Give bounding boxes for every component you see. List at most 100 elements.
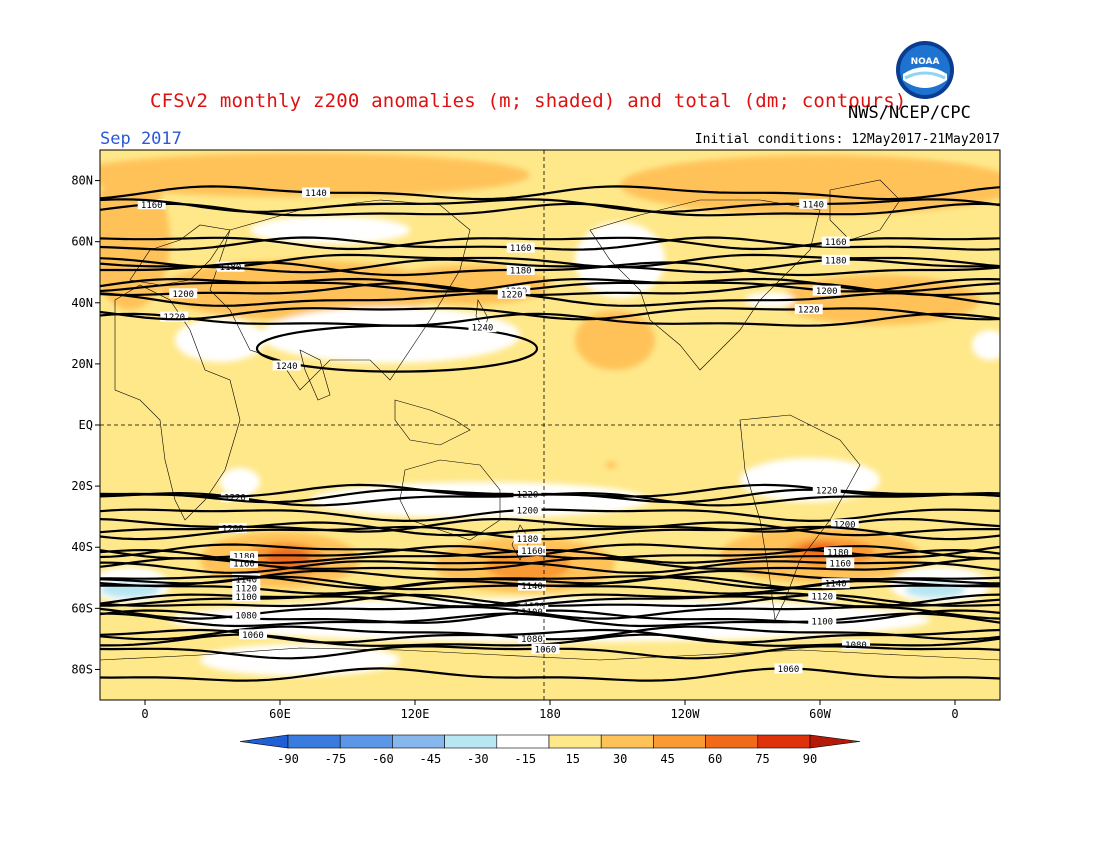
contour-label: 1060 (778, 665, 800, 675)
latitude-axis: 80N 60N 40N 20N EQ 20S 40S 60S 80S (71, 174, 100, 676)
contour-label: 1140 (305, 189, 327, 199)
lon-tick-label: 180 (539, 707, 561, 721)
contour-line (100, 625, 1000, 641)
contour-label: 1060 (242, 631, 264, 641)
contour-label: 1180 (517, 535, 539, 545)
contour-label-bg (506, 265, 535, 276)
contour-label: 1180 (825, 256, 847, 266)
colorbar-label: 45 (660, 752, 674, 766)
contour-label-bg (302, 187, 330, 198)
contour-label: 1200 (172, 290, 194, 300)
colorbar-label: -15 (514, 752, 536, 766)
contour-label-bg (232, 582, 261, 593)
contour-label-bg (239, 629, 267, 640)
contour-label: 1180 (510, 267, 532, 277)
contour-label-bg (232, 609, 261, 620)
colorbar-label: -90 (277, 752, 299, 766)
lon-tick-label: 0 (141, 707, 148, 721)
contour-label-bg (513, 504, 542, 515)
agency-label: NWS/NCEP/CPC (848, 103, 971, 123)
colorbar-label: 15 (566, 752, 580, 766)
lat-tick-label: 60S (71, 601, 93, 615)
contour-label: 1160 (521, 547, 543, 557)
contour-label-bg (218, 522, 247, 533)
contour-line (100, 236, 1000, 251)
contour-line (100, 236, 1000, 251)
colorbar-label: -75 (325, 752, 347, 766)
lon-tick-label: 120W (671, 707, 701, 721)
contour-label: 1100 (811, 617, 833, 627)
contour-line (100, 525, 1000, 541)
colorbar-label: 90 (803, 752, 817, 766)
lon-tick-label: 60E (269, 707, 291, 721)
contour-label-bg (513, 533, 542, 544)
contour-label-bg (230, 557, 258, 568)
contour-label-bg (821, 254, 850, 265)
contour-label-bg (531, 643, 560, 654)
contour-label: 1140 (825, 580, 847, 590)
contour-label: 1200 (517, 506, 539, 516)
contour-line (100, 307, 1000, 321)
contour-label: 1120 (235, 584, 257, 594)
colorbar-label: -45 (420, 752, 442, 766)
contour-label-bg (808, 615, 837, 626)
contour-line (100, 548, 1000, 564)
initial-conditions: Initial conditions: 12May2017-21May2017 (694, 132, 1000, 147)
contour-line (100, 612, 1000, 628)
colorbar-segment (496, 734, 550, 749)
contour-label: 1140 (802, 200, 824, 210)
contour-label: 1240 (276, 362, 298, 372)
contour-label-bg (774, 663, 803, 674)
contour-label-bg (799, 198, 828, 209)
contour-label: 1240 (472, 324, 494, 334)
colorbar-label: -60 (372, 752, 394, 766)
contour-label-bg (812, 484, 841, 495)
colorbar-segment (444, 734, 498, 749)
contour-label-bg (160, 311, 189, 322)
lat-tick-label: 40S (71, 540, 93, 554)
contour-line (100, 667, 1000, 682)
contour-label-bg (169, 288, 198, 299)
contour-label: 1100 (235, 593, 257, 603)
contour-label-bg (272, 360, 301, 371)
contour-label: 1220 (816, 486, 838, 496)
contour-label: 1200 (834, 521, 856, 531)
lat-tick-label: EQ (79, 418, 93, 432)
contour-line (100, 483, 1000, 498)
contour-label-bg (468, 322, 497, 333)
colorbar-segment (653, 734, 706, 749)
contour-line (100, 277, 1000, 293)
contour-label: 1180 (827, 549, 849, 559)
contour-line (100, 508, 1000, 523)
colorbar-label: 75 (755, 752, 769, 766)
contour-label: 1140 (235, 575, 257, 585)
contour-label-bg (830, 519, 859, 530)
colorbar-min-arrow (239, 734, 289, 749)
forecast-month: Sep 2017 (100, 129, 182, 149)
colorbar-label: 60 (708, 752, 722, 766)
contour-label: 1160 (510, 244, 532, 254)
contour-label-bg (821, 236, 850, 247)
contour-label-bg (232, 591, 261, 602)
contour-label-bg (794, 304, 823, 315)
contour-label: 1220 (501, 290, 523, 300)
colorbar-segment (287, 734, 341, 749)
colorbar-label: 30 (613, 752, 627, 766)
contour-label: 1080 (521, 635, 543, 645)
contour-label: 1140 (521, 582, 543, 592)
contour-label: 1160 (829, 560, 851, 570)
contour-line (100, 282, 1000, 297)
contour-line (100, 312, 1000, 327)
contour-label-bg (842, 639, 870, 650)
colorbar-segment (757, 734, 811, 749)
noaa-logo-text: NOAA (911, 57, 940, 67)
contour-label-bg (137, 199, 166, 210)
contour-label-bg (230, 550, 258, 561)
lat-tick-label: 60N (71, 235, 93, 249)
lat-tick-label: 80N (71, 174, 93, 188)
colorbar-segment (392, 734, 445, 749)
contour-label: 1180 (233, 552, 255, 562)
